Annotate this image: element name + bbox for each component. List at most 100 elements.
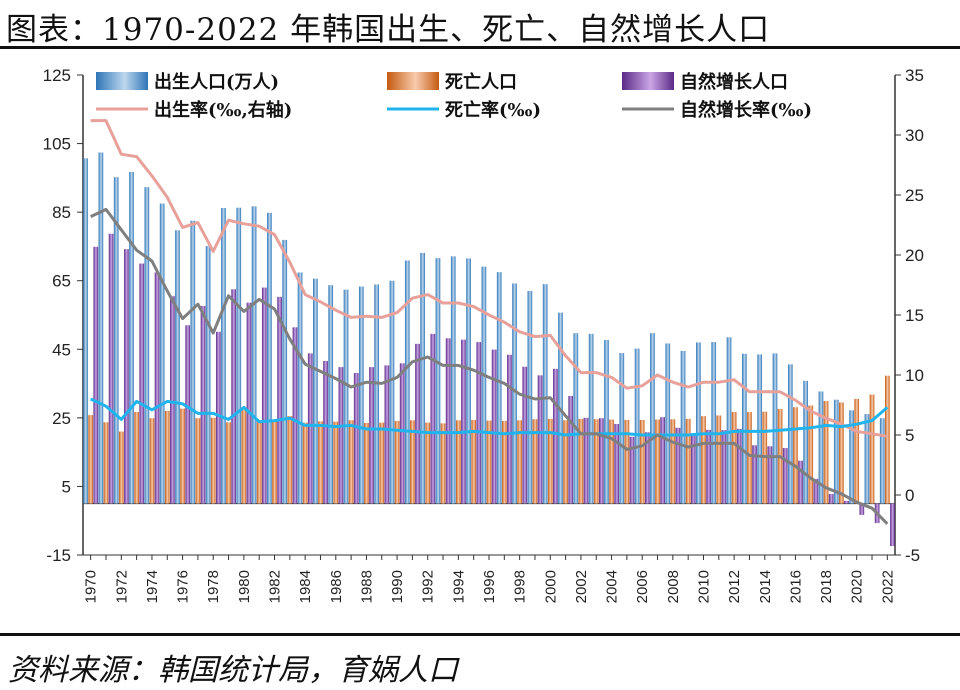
- birth-bar: [634, 348, 640, 504]
- left-axis-tick-label: 25: [52, 409, 71, 428]
- natural-increase-bar: [93, 246, 99, 504]
- x-axis-label: 2004: [604, 570, 621, 603]
- natural-increase-bar: [706, 429, 711, 504]
- birth-bar: [542, 284, 548, 504]
- death-bar: [180, 408, 185, 504]
- death-bar: [670, 419, 676, 504]
- birth-rate-line: [90, 119, 888, 438]
- natural-increase-bar: [170, 296, 175, 504]
- left-axis-tick-label: 5: [62, 477, 71, 496]
- natural-increase-bar: [629, 436, 635, 504]
- death-bar: [425, 422, 431, 504]
- natural-increase-bar: [277, 296, 282, 504]
- birth-bar: [113, 177, 119, 504]
- natural-increase-bar: [399, 363, 405, 504]
- right-axis-tick-label: 30: [905, 126, 924, 145]
- death-bar: [318, 421, 323, 504]
- birth-bar: [404, 260, 410, 504]
- x-axis-label: 1982: [267, 570, 284, 603]
- birth-bar: [864, 414, 870, 504]
- death-bar: [379, 422, 385, 504]
- x-axis-label: 1996: [481, 570, 498, 603]
- natural-increase-bar: [583, 417, 589, 504]
- birth-bar: [803, 380, 808, 504]
- birth-bar: [358, 286, 364, 504]
- death-bar: [869, 394, 875, 504]
- birth-bar: [221, 208, 226, 504]
- death-bar: [226, 422, 231, 504]
- natural-increase-bar: [828, 493, 834, 504]
- natural-increase-bar: [369, 367, 374, 504]
- x-axis-label: 1990: [389, 570, 406, 603]
- chart-title: 图表：1970-2022 年韩国出生、死亡、自然增长人口: [6, 12, 771, 48]
- x-axis-label: 1976: [175, 570, 192, 603]
- left-axis-tick-label: -15: [46, 546, 71, 565]
- death-bar: [501, 420, 507, 504]
- x-axis-label: 2000: [542, 570, 559, 603]
- natural-increase-bar: [307, 353, 313, 504]
- birth-bar: [481, 266, 487, 504]
- birth-bar: [573, 333, 579, 504]
- natural-increase-bar: [813, 478, 819, 504]
- natural-increase-bar: [537, 375, 543, 504]
- legend-births-swatch: [96, 72, 148, 90]
- death-bar: [839, 402, 844, 504]
- natural-increase-bar: [614, 424, 620, 504]
- right-axis-tick-label: 20: [905, 246, 924, 265]
- death-bar: [440, 423, 446, 504]
- birth-bar: [741, 353, 747, 504]
- death-bar: [486, 420, 492, 504]
- death-rate-line: [90, 397, 889, 437]
- legend-deaths-swatch: [387, 72, 439, 90]
- natural-increase-bar: [185, 325, 191, 504]
- birth-bar: [328, 285, 334, 504]
- birth-bar: [450, 256, 456, 504]
- birth-bar: [159, 203, 165, 504]
- birth-bar: [849, 410, 854, 504]
- x-axis-label: 1978: [205, 570, 222, 603]
- birth-bar: [236, 207, 242, 504]
- birth-bar: [144, 187, 150, 504]
- death-bar: [624, 419, 630, 504]
- natural-increase-bar: [246, 302, 252, 504]
- death-bar: [287, 416, 293, 504]
- natural-increase-bar: [154, 272, 160, 504]
- natural-increase-bar: [338, 367, 344, 504]
- x-axis-label: 1994: [450, 570, 467, 603]
- birth-bar: [680, 351, 686, 504]
- death-bar: [210, 417, 216, 504]
- natural-increase-bar: [384, 365, 390, 504]
- right-axis-tick-label: 10: [905, 366, 924, 385]
- x-axis-label: 1972: [113, 570, 130, 603]
- death-bar: [471, 419, 477, 504]
- birth-bar: [251, 206, 257, 504]
- birth-bar: [267, 212, 272, 504]
- birth-bar: [512, 283, 517, 504]
- birth-bar: [496, 272, 502, 504]
- death-bar: [517, 420, 522, 504]
- left-axis-tick-label: 125: [43, 66, 71, 85]
- natural-rate-line: [90, 207, 889, 525]
- death-bar: [578, 418, 584, 504]
- birth-bar: [129, 172, 134, 504]
- death-bar: [256, 422, 262, 504]
- natural-increase-bar: [292, 327, 298, 504]
- natural-increase-bar: [752, 445, 757, 504]
- birth-bar: [604, 340, 609, 504]
- birth-bar: [98, 152, 104, 504]
- right-axis-tick-label: 25: [905, 186, 924, 205]
- natural-increase-bar: [568, 395, 574, 504]
- birth-bar: [818, 391, 824, 504]
- x-axis-label: 2022: [879, 570, 896, 603]
- birth-bar: [435, 258, 441, 504]
- birth-bar: [374, 284, 380, 504]
- death-bar: [655, 419, 660, 504]
- natural-increase-bar: [430, 333, 436, 504]
- death-bar: [241, 408, 247, 504]
- birth-bar: [389, 280, 395, 504]
- natural-increase-bar: [415, 343, 420, 504]
- birth-bar: [726, 337, 732, 504]
- natural-increase-bar: [261, 287, 267, 504]
- birth-bar: [420, 252, 425, 504]
- birth-bar: [83, 158, 88, 504]
